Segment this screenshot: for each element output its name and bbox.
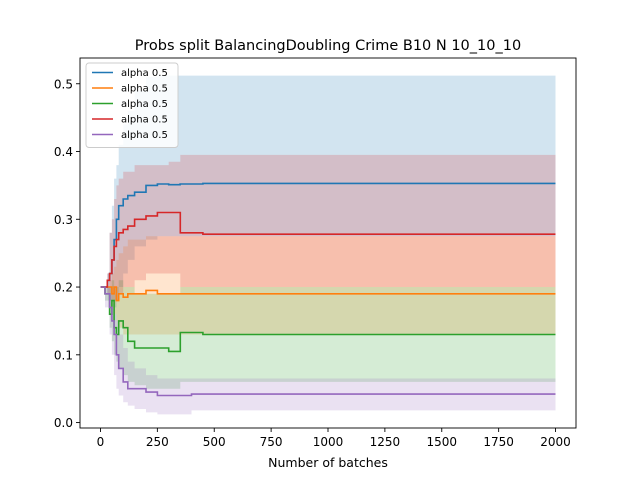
x-tick-label: 1250 (370, 435, 401, 449)
series-2-line (100, 286, 556, 302)
series-1-band (100, 75, 556, 308)
x-tick-label: 1500 (426, 435, 457, 449)
series-2-band (100, 236, 556, 335)
legend-label: alpha 0.5 (121, 99, 168, 110)
legend-label: alpha 0.5 (121, 115, 168, 126)
x-axis: 0 250 500 750 1000 1250 1500 1750 2000 (97, 428, 571, 449)
series-4-line (100, 211, 556, 288)
series-5-line (100, 286, 556, 397)
x-tick-label: 1000 (313, 435, 344, 449)
legend-label: alpha 0.5 (121, 130, 168, 141)
series-4-band (100, 154, 556, 301)
legend: alpha 0.5 alpha 0.5 alpha 0.5 alpha 0.5 alph… (85, 62, 179, 148)
chart-title: Probs split BalancingDoubling Crime B10 … (135, 38, 521, 54)
x-tick-label: 1750 (483, 435, 514, 449)
legend-label: alpha 0.5 (121, 84, 168, 95)
x-tick-label: 250 (146, 435, 169, 449)
x-tick-label: 2000 (540, 435, 571, 449)
y-tick-label: 0.5 (54, 77, 73, 91)
x-tick-label: 0 (97, 435, 105, 449)
x-axis-label: Number of batches (268, 455, 388, 470)
y-axis: 0.0 0.1 0.2 0.3 0.4 0.5 (54, 77, 80, 430)
series-5-band (100, 287, 556, 415)
legend-label: alpha 0.5 (121, 68, 168, 79)
y-tick-label: 0.0 (54, 416, 73, 430)
y-tick-label: 0.3 (54, 213, 73, 227)
y-tick-label: 0.1 (54, 348, 73, 362)
y-tick-label: 0.2 (54, 281, 73, 295)
legend-box (85, 62, 179, 148)
plot-area (100, 75, 556, 415)
x-tick-label: 500 (203, 435, 226, 449)
x-tick-label: 750 (260, 435, 283, 449)
y-tick-label: 0.4 (54, 145, 73, 159)
